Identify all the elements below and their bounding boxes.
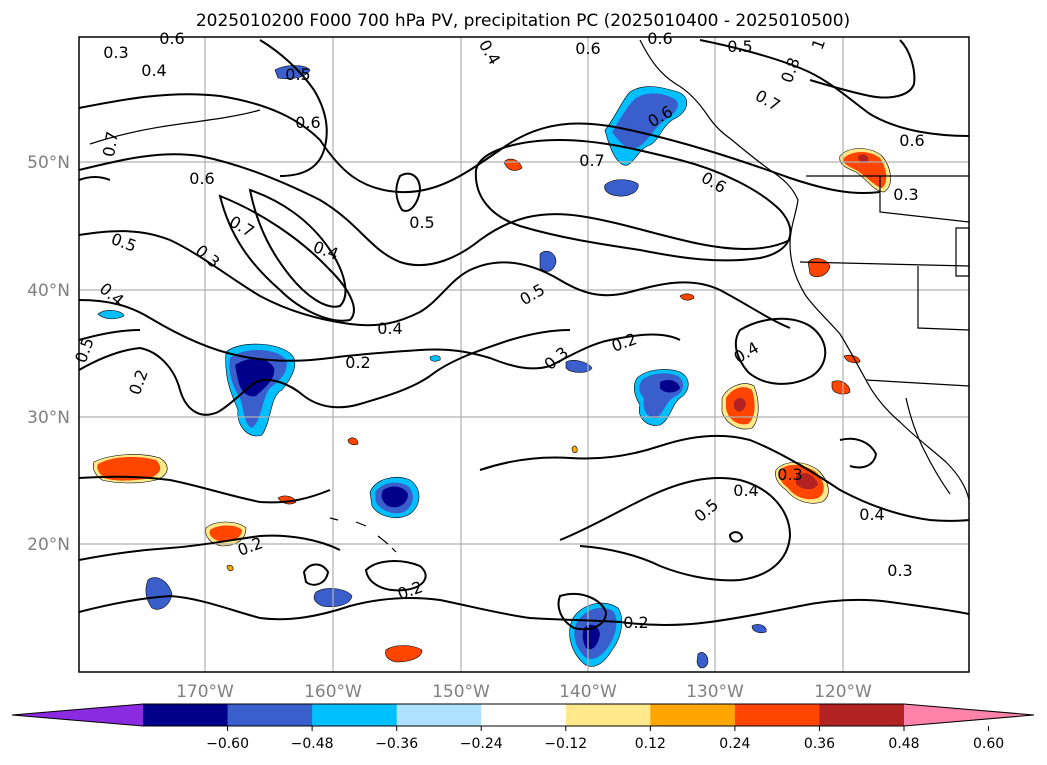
colorbar-segment [143, 704, 229, 726]
contour-label: 0.6 [295, 113, 320, 132]
lat-label: 30°N [27, 408, 70, 428]
contour-label: 0.3 [777, 465, 802, 484]
colorbar-tick-label: −0.24 [460, 736, 503, 752]
contour-label: 0.2 [345, 353, 370, 372]
lon-label: 160°W [304, 682, 362, 702]
contour-label: 0.4 [859, 505, 884, 524]
lon-label: 140°W [559, 682, 617, 702]
colorbar-extend-min [12, 704, 143, 726]
figure-title: 2025010200 F000 700 hPa PV, precipitatio… [196, 11, 850, 31]
contour-label: 0.3 [887, 561, 912, 580]
lat-label: 50°N [27, 153, 70, 173]
colorbar-tick-label: 0.36 [804, 736, 835, 752]
lon-label: 150°W [432, 682, 490, 702]
contour-label: 0.2 [623, 613, 648, 632]
contour-label: 0.6 [159, 29, 184, 48]
colorbar-segment [396, 704, 482, 726]
longitude-labels: 170°W 160°W 150°W 140°W 130°W 120°W [176, 682, 872, 702]
graticule [79, 37, 969, 672]
map-background [79, 37, 969, 672]
precip-positive-areas [92, 148, 891, 663]
contour-label: 0.6 [189, 169, 214, 188]
lat-label: 40°N [27, 281, 70, 301]
contour-label: 0.6 [575, 39, 600, 58]
contour-label: 0.5 [409, 213, 434, 232]
lon-label: 130°W [686, 682, 744, 702]
colorbar-tick-label: −0.60 [206, 736, 249, 752]
contour-label: 0.4 [733, 481, 758, 500]
contour-label: 0.7 [579, 151, 604, 170]
lat-label: 20°N [27, 535, 70, 555]
colorbar-tick-label: 0.12 [635, 736, 666, 752]
map-frame [78, 36, 970, 673]
colorbar-segment [312, 704, 398, 726]
colorbar-tick-label: −0.36 [375, 736, 418, 752]
colorbar-segment [565, 704, 651, 726]
contour-label: 0.4 [141, 61, 166, 80]
colorbar-segment [734, 704, 820, 726]
colorbar-segment [650, 704, 736, 726]
contour-label: 0.5 [727, 37, 752, 56]
colorbar-tick-label: 0.48 [888, 736, 919, 752]
contour-label: 0.4 [377, 319, 402, 338]
lon-label: 120°W [814, 682, 872, 702]
pv-contours [78, 39, 970, 631]
colorbar-segment [227, 704, 313, 726]
colorbar: −0.60 −0.48 −0.36 −0.24 −0.12 0.12 0.24 0.36 0.4… [11, 703, 1035, 752]
colorbar-segment [481, 704, 567, 726]
colorbar-tick-label: −0.48 [291, 736, 334, 752]
colorbar-segment [819, 704, 905, 726]
lon-label: 170°W [176, 682, 234, 702]
contour-label: 0.3 [103, 43, 128, 62]
colorbar-extend-max [904, 704, 1034, 726]
latitude-labels: 50°N 40°N 30°N 20°N [27, 153, 70, 555]
colorbar-tick-label: −0.12 [544, 736, 587, 752]
contour-label: 0.6 [899, 131, 924, 150]
contour-label: 0.5 [285, 65, 310, 84]
colorbar-tick-label: 0.60 [973, 736, 1004, 752]
colorbar-outline [11, 703, 1035, 727]
contour-label: 0.6 [647, 29, 672, 48]
contour-label: 0.3 [893, 185, 918, 204]
contour-label: 0.7 [99, 130, 122, 158]
colorbar-tick-label: 0.24 [719, 736, 750, 752]
